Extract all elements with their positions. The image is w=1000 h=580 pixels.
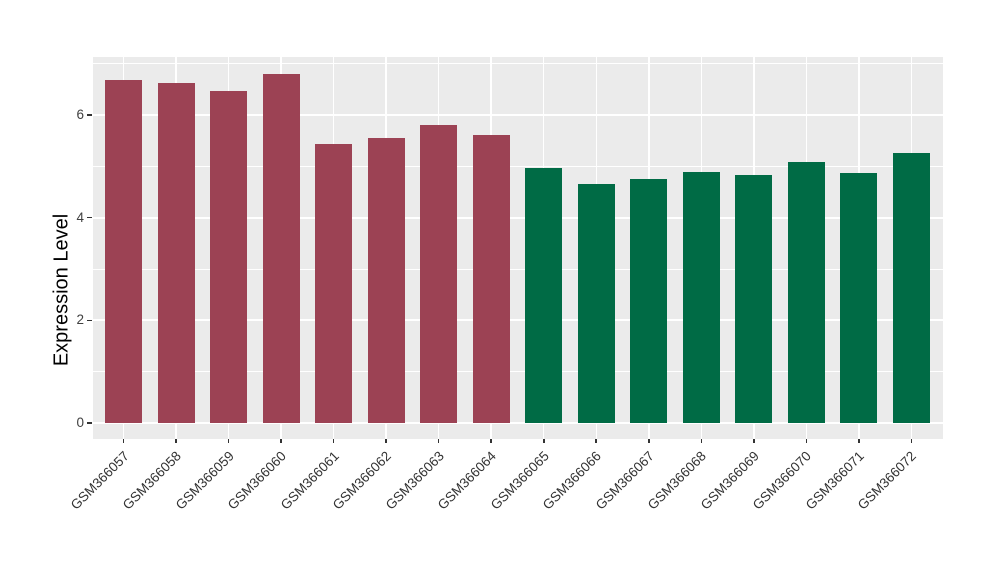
bar-GSM366063	[420, 125, 458, 423]
x-tick-mark	[122, 439, 125, 443]
x-tick-label: GSM366072	[855, 448, 920, 513]
bar-GSM366060	[262, 73, 300, 423]
bar-GSM366062	[367, 138, 405, 423]
x-tick-mark	[910, 439, 913, 443]
y-tick-label: 2	[76, 312, 84, 328]
bar-GSM366064	[472, 134, 510, 423]
major-gridline	[93, 114, 943, 116]
bar-GSM366072	[892, 152, 930, 423]
y-tick-label: 4	[76, 209, 84, 225]
bar-GSM366067	[630, 179, 668, 423]
plot-panel	[93, 57, 943, 439]
bar-GSM366069	[735, 174, 773, 423]
x-tick-mark	[175, 439, 177, 443]
x-tick-mark	[753, 439, 755, 443]
minor-gridline	[93, 268, 943, 270]
y-tick-mark	[87, 319, 92, 322]
minor-gridline	[93, 165, 943, 167]
bar-GSM366065	[525, 167, 563, 423]
minor-gridline	[93, 371, 943, 373]
x-tick-mark	[858, 439, 860, 443]
y-tick-mark	[87, 114, 92, 116]
bar-GSM366070	[787, 161, 825, 423]
bar-GSM366071	[840, 173, 878, 423]
x-tick-mark	[542, 439, 545, 443]
major-gridline	[93, 319, 943, 322]
x-tick-mark	[332, 439, 335, 443]
bar-GSM366061	[315, 143, 353, 423]
bar-GSM366066	[577, 183, 615, 423]
bar-GSM366059	[210, 90, 248, 423]
y-axis-title: Expression Level	[50, 213, 73, 367]
bar-GSM366057	[105, 80, 142, 423]
y-tick-label: 0	[76, 415, 84, 430]
major-gridline	[93, 422, 943, 424]
bar-GSM366058	[157, 82, 195, 423]
x-tick-mark	[227, 439, 230, 443]
x-tick-mark	[805, 439, 808, 443]
major-gridline	[93, 216, 943, 219]
y-tick-mark	[87, 422, 92, 424]
x-tick-mark	[595, 439, 598, 443]
x-tick-mark	[280, 439, 282, 443]
minor-gridline	[93, 63, 943, 65]
y-tick-label: 6	[76, 107, 84, 122]
bar-GSM366068	[682, 172, 720, 423]
x-tick-mark	[648, 439, 650, 443]
x-tick-mark	[490, 439, 492, 443]
x-tick-mark	[700, 439, 703, 443]
x-tick-mark	[437, 439, 440, 443]
y-tick-mark	[87, 216, 92, 219]
x-tick-mark	[385, 439, 387, 443]
